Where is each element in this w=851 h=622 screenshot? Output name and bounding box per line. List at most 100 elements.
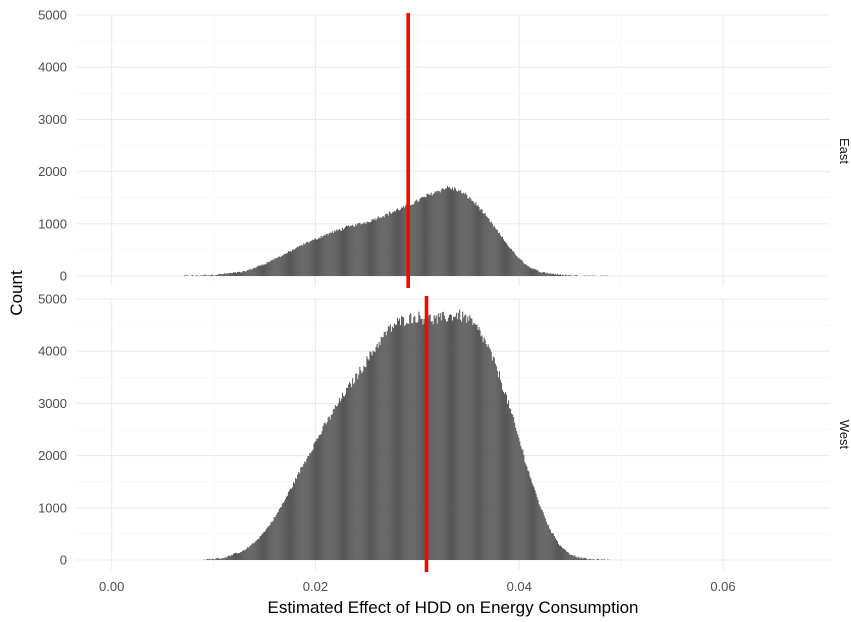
histogram-bar: [366, 221, 368, 276]
histogram-bar: [415, 200, 417, 276]
y-tick-label: 3000: [38, 112, 67, 127]
histogram-bar: [221, 274, 223, 276]
histogram-bar: [419, 315, 421, 560]
histogram-bar: [568, 275, 570, 276]
histogram-bar: [299, 473, 301, 560]
histogram-bar: [246, 548, 248, 560]
histogram-bar: [528, 266, 530, 276]
histogram-bar: [413, 316, 415, 560]
histogram-bar: [444, 188, 446, 276]
histogram-bar: [460, 319, 462, 560]
histogram-bar: [341, 392, 344, 560]
histogram-bar: [476, 206, 478, 276]
histogram-bar: [491, 360, 493, 560]
histogram-bar: [574, 275, 576, 276]
histogram-bar: [299, 245, 301, 276]
histogram-bar: [566, 274, 568, 276]
histogram-bar: [518, 258, 520, 276]
histogram-bar: [603, 559, 605, 560]
histogram-bar: [445, 321, 447, 560]
histogram-bar: [396, 317, 399, 560]
histogram-bar: [296, 479, 298, 560]
histogram-bar: [292, 487, 294, 560]
histogram-bar: [313, 239, 315, 276]
histogram-bar: [596, 558, 598, 560]
histogram-bar: [332, 233, 334, 276]
histogram-bar: [437, 191, 439, 276]
histogram-bar: [381, 216, 383, 276]
y-tick-label: 4000: [38, 60, 67, 75]
histogram-bar: [348, 225, 350, 276]
histogram-bar: [495, 365, 497, 560]
histogram-bars: [203, 309, 610, 560]
histogram-bar: [467, 316, 469, 560]
histogram-bar: [339, 401, 341, 560]
histogram-bar: [295, 478, 297, 560]
histogram-bar: [526, 265, 528, 276]
histogram-bar: [570, 274, 572, 276]
histogram-bar: [459, 309, 461, 560]
histogram-bar: [445, 188, 447, 276]
histogram-bar: [383, 217, 385, 276]
histogram-bar: [351, 387, 353, 560]
histogram-bar: [434, 191, 436, 276]
histogram-bar: [247, 547, 249, 560]
histogram-bar: [309, 241, 311, 276]
histogram-bar: [339, 230, 341, 276]
histogram-bar: [449, 314, 452, 560]
histogram-bar: [483, 213, 485, 276]
histogram-bar: [306, 458, 308, 560]
histogram-bar: [386, 213, 388, 276]
histogram-bar: [417, 201, 419, 276]
histogram-bar: [490, 351, 492, 560]
histogram-bar: [252, 543, 254, 560]
histogram-bar: [320, 434, 322, 560]
histogram-bar: [520, 259, 522, 276]
histogram-bar: [235, 273, 238, 276]
histogram-bar: [388, 326, 390, 560]
histogram-bar: [456, 190, 458, 276]
histogram-bar: [280, 506, 282, 560]
histogram-bar: [554, 538, 556, 560]
x-axis: 0.00 0.02 0.04 0.06: [99, 579, 736, 594]
histogram-bar: [269, 524, 271, 560]
histogram-bar: [218, 558, 220, 560]
histogram-bar: [443, 189, 445, 276]
histogram-bar: [453, 190, 455, 276]
histogram-bar: [234, 553, 237, 560]
histogram-bar: [529, 267, 531, 276]
histogram-bar: [420, 318, 422, 560]
histogram-bar: [205, 274, 207, 276]
histogram-bar: [501, 389, 503, 560]
histogram-bar: [361, 223, 363, 276]
histogram-bar: [346, 225, 348, 276]
histogram-bar: [328, 233, 330, 276]
histogram-bar: [323, 235, 325, 276]
histogram-bar: [557, 274, 560, 276]
histogram-bar: [565, 549, 567, 560]
histogram-bar: [256, 267, 258, 276]
histogram-bar: [585, 558, 587, 560]
histogram-bar: [335, 229, 337, 276]
histogram-bar: [524, 264, 526, 276]
histogram-bar: [387, 326, 389, 560]
histogram-bar: [576, 557, 578, 560]
facet-strip-label: West: [837, 420, 851, 450]
histogram-bar: [447, 317, 449, 560]
histogram-bar: [566, 551, 568, 560]
histogram-bar: [418, 201, 420, 276]
histogram-bar: [374, 352, 376, 560]
histogram-bar: [538, 272, 540, 276]
histogram-bar: [344, 394, 347, 560]
histogram-bar: [394, 211, 396, 276]
histogram-bar: [436, 190, 438, 276]
histogram-bar: [580, 557, 582, 560]
histogram-bar: [379, 345, 381, 560]
histogram-bar: [281, 255, 283, 276]
histogram-bar: [405, 324, 407, 560]
histogram-bar: [260, 535, 262, 560]
histogram-bar: [317, 238, 319, 276]
histogram-bar: [471, 318, 473, 560]
histogram-bar: [253, 267, 255, 276]
